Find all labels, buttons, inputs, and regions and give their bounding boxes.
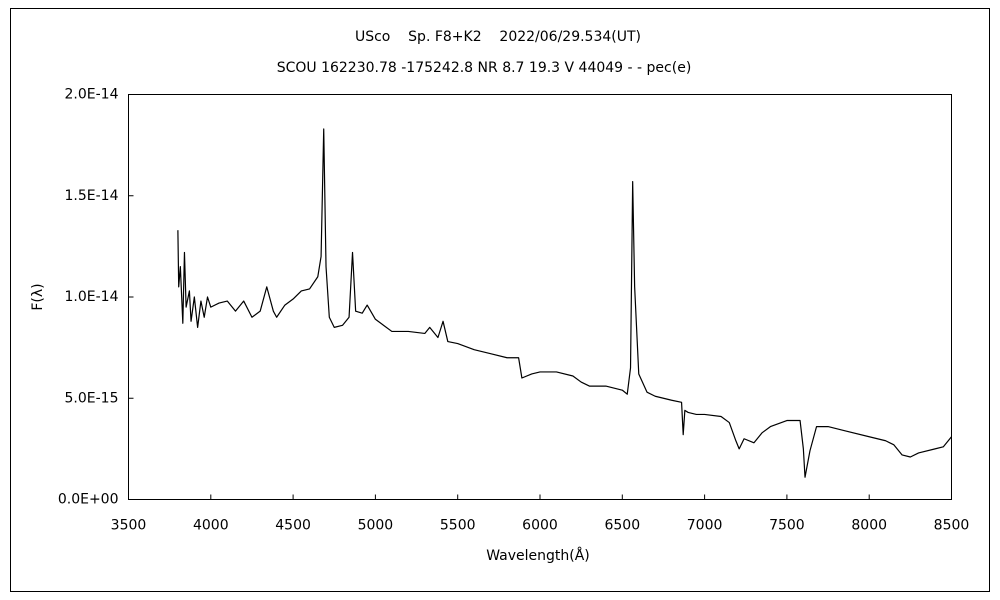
plot-frame bbox=[128, 94, 952, 500]
x-tick-label: 6000 bbox=[522, 518, 558, 534]
chart-title: USco Sp. F8+K2 2022/06/29.534(UT) bbox=[355, 29, 641, 45]
x-tick-label: 8000 bbox=[851, 518, 887, 534]
x-tick-label: 6500 bbox=[604, 518, 640, 534]
x-tick-label: 7500 bbox=[769, 518, 805, 534]
x-tick-label: 4500 bbox=[275, 518, 311, 534]
x-tick-label: 7000 bbox=[687, 518, 723, 534]
y-tick-label: 2.0E-14 bbox=[65, 87, 119, 103]
chart-subtitle: SCOU 162230.78 -175242.8 NR 8.7 19.3 V 4… bbox=[277, 60, 692, 76]
y-tick-label: 1.0E-14 bbox=[65, 289, 119, 305]
x-tick-label: 5000 bbox=[358, 518, 394, 534]
x-axis-label: Wavelength(Å) bbox=[486, 547, 590, 564]
x-tick-label: 5500 bbox=[440, 518, 476, 534]
y-tick-label: 5.0E-15 bbox=[65, 390, 119, 406]
x-tick-label: 8500 bbox=[934, 518, 970, 534]
x-tick-label: 4000 bbox=[193, 518, 229, 534]
y-axis-label: F(λ) bbox=[30, 283, 46, 310]
spectrum-line bbox=[177, 128, 952, 478]
y-tick-label: 1.5E-14 bbox=[65, 188, 119, 204]
y-tick-label: 0.0E+00 bbox=[58, 492, 119, 508]
x-tick-label: 3500 bbox=[111, 518, 147, 534]
outer-frame bbox=[10, 8, 990, 592]
